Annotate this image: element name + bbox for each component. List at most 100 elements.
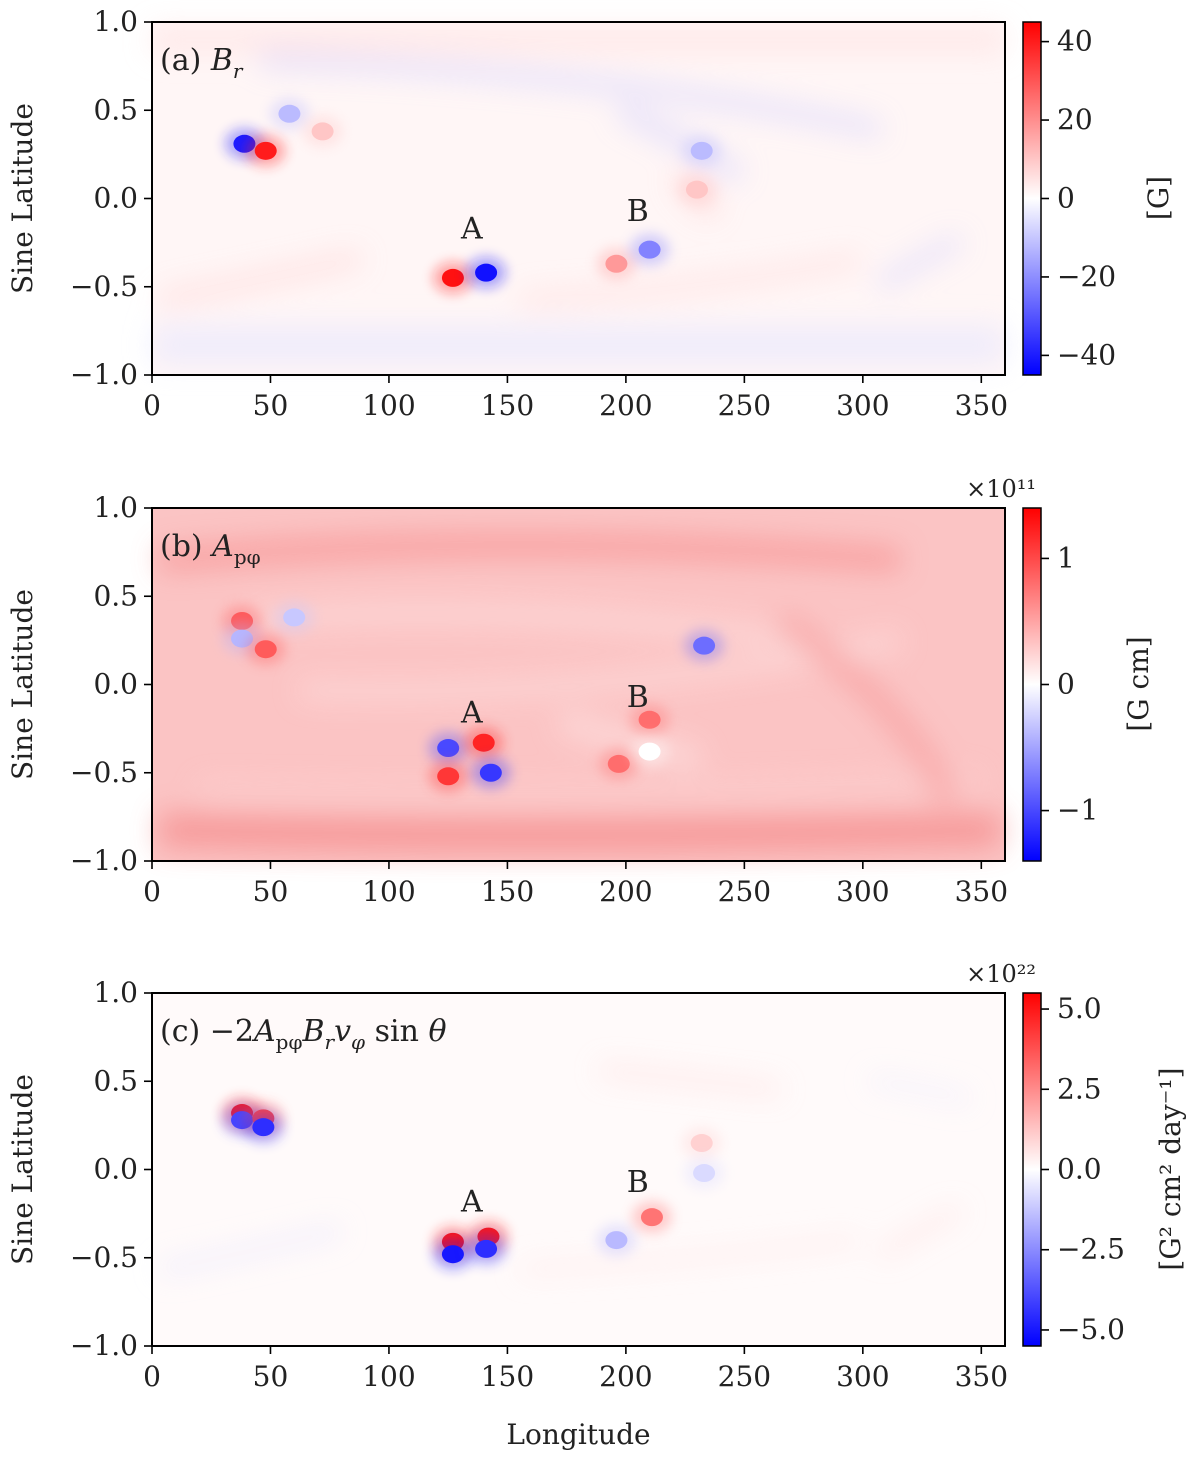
- panel-b-region-5: [472, 733, 495, 752]
- panel-b-region-4: [437, 739, 460, 758]
- panel-a-title: (a) Br: [160, 43, 244, 83]
- colorbar-c-label: [G² cm² day⁻¹]: [1154, 1067, 1187, 1270]
- colorbar-a-tick-label-1: 20: [1057, 103, 1093, 136]
- panel-b-xtick-label-2: 100: [362, 875, 415, 908]
- panel-c-annotation-A: A: [460, 1184, 483, 1219]
- panel-b-region-6: [437, 767, 460, 786]
- panel-b-xtick-label-5: 250: [718, 875, 771, 908]
- colorbar-c: [G² cm² day⁻¹]: [1022, 992, 1187, 1347]
- colorbar-c-tick-label-2: 0.0: [1057, 1153, 1102, 1186]
- panel-c-background: [152, 993, 1005, 1346]
- panel-b-field-texture: [158, 533, 1001, 852]
- panel-c-region-10: [690, 1134, 713, 1153]
- panel-c-region-11: [693, 1164, 716, 1183]
- panel-a-annotation-A: A: [460, 212, 483, 247]
- panel-c-regions: [222, 1097, 725, 1271]
- panel-a-region-1: [254, 141, 277, 160]
- colorbar-c-bar: [1022, 992, 1042, 1347]
- colorbar-c-tick-label-3: −2.5: [1057, 1233, 1125, 1266]
- panel-b-ylabel: Sine Latitude: [6, 589, 39, 780]
- panel-a-region-7: [638, 240, 661, 259]
- panel-c-xtick-label-7: 350: [955, 1360, 1008, 1393]
- panel-b-annotation-A: A: [460, 696, 483, 731]
- panel-b-exponent: ×10¹¹: [966, 475, 1036, 503]
- panel-c-region-8: [605, 1231, 628, 1250]
- panel-c-exponent: ×10²²: [966, 960, 1036, 988]
- colorbar-b: [G cm]: [1022, 507, 1155, 862]
- panel-b-region-2: [254, 640, 277, 659]
- panel-c-xtick-label-4: 200: [599, 1360, 652, 1393]
- panel-c-xtick-label-2: 100: [362, 1360, 415, 1393]
- panel-b-xtick-label-7: 350: [955, 875, 1008, 908]
- colorbar-a-tick-label-4: −40: [1057, 338, 1116, 371]
- colorbar-c-tick-label-4: −5.0: [1057, 1313, 1125, 1346]
- panel-b-ytick-label-4: −1.0: [70, 844, 138, 877]
- panel-a-region-2: [278, 104, 301, 123]
- panel-c-xtick-label-6: 300: [836, 1360, 889, 1393]
- colorbar-a-bar: [1022, 21, 1042, 376]
- colorbar-b-tick-label-0: 1: [1057, 541, 1075, 574]
- colorbar-b-tick-label-2: −1: [1057, 794, 1098, 827]
- panel-a-xtick-label-7: 350: [955, 389, 1008, 422]
- panel-b-title: (b) Apφ: [160, 529, 261, 569]
- colorbar-a-tick-label-2: 0: [1057, 182, 1075, 215]
- panel-a-xtick-label-1: 50: [253, 389, 289, 422]
- colorbar-a-tick-label-3: −20: [1057, 260, 1116, 293]
- panel-c-region-5: [441, 1245, 464, 1264]
- panel-a-annotation-B: B: [627, 194, 649, 229]
- panel-b-xtick-label-1: 50: [253, 875, 289, 908]
- panel-a-ytick-label-3: −0.5: [70, 270, 138, 303]
- panel-c-xtick-label-0: 0: [143, 1360, 161, 1393]
- panel-c-ytick-label-3: −0.5: [70, 1241, 138, 1274]
- panel-a-ylabel: Sine Latitude: [6, 103, 39, 294]
- panel-b-xtick-label-6: 300: [836, 875, 889, 908]
- panel-b-region-11: [638, 742, 661, 761]
- panel-a-ytick-label-2: 0.0: [93, 182, 138, 215]
- panel-b-ytick-label-3: −0.5: [70, 756, 138, 789]
- panel-c-ytick-label-2: 0.0: [93, 1153, 138, 1186]
- panel-a-region-9: [685, 180, 708, 199]
- panel-c-region-3: [252, 1118, 275, 1137]
- panel-b-xtick-label-3: 150: [481, 875, 534, 908]
- panel-c-xtick-label-5: 250: [718, 1360, 771, 1393]
- panel-c-ytick-label-0: 1.0: [93, 976, 138, 1009]
- panel-a-xtick-label-2: 100: [362, 389, 415, 422]
- axes-layer: AB0 50 100 150 200 250 300 3501.00.50.0−0.5−1.0…: [6, 5, 1125, 1451]
- panel-b-ytick-label-1: 0.5: [93, 579, 138, 612]
- panel-c-xlabel: Longitude: [506, 1418, 650, 1451]
- colorbar-a-label: [G]: [1142, 176, 1175, 220]
- panel-c-region-7: [475, 1239, 498, 1258]
- panel-a-region-5: [475, 263, 498, 282]
- colorbar-a-tick-label-0: 40: [1057, 25, 1093, 58]
- panel-a-xtick-label-5: 250: [718, 389, 771, 422]
- panel-a-ytick-label-4: −1.0: [70, 358, 138, 391]
- panel-c-ytick-label-4: −1.0: [70, 1329, 138, 1362]
- panel-b-region-7: [479, 763, 502, 782]
- panel-a-xtick-label-6: 300: [836, 389, 889, 422]
- panel-a-xtick-label-0: 0: [143, 389, 161, 422]
- colorbar-c-tick-label-0: 5.0: [1057, 992, 1102, 1025]
- panel-b: (b) Apφ ×10¹¹: [151, 475, 1036, 862]
- panel-b-regions: [222, 601, 725, 793]
- panel-a-xtick-label-4: 200: [599, 389, 652, 422]
- panel-c-ytick-label-1: 0.5: [93, 1064, 138, 1097]
- panel-c-xtick-label-3: 150: [481, 1360, 534, 1393]
- panel-b-region-8: [693, 636, 716, 655]
- panel-c-region-9: [640, 1208, 663, 1227]
- panel-a-region-4: [441, 268, 464, 287]
- panel-a-region-6: [605, 254, 628, 273]
- panel-c-field-texture: [158, 1065, 972, 1276]
- panel-b-xtick-label-0: 0: [143, 875, 161, 908]
- panel-a-region-3: [311, 122, 334, 141]
- panel-a: (a) Br: [151, 21, 1006, 376]
- panel-b-annotation-B: B: [627, 680, 649, 715]
- panel-b-xtick-label-4: 200: [599, 875, 652, 908]
- panel-a-region-8: [690, 141, 713, 160]
- panel-c-annotation-B: B: [627, 1165, 649, 1200]
- colorbar-b-tick-label-1: 0: [1057, 668, 1075, 701]
- panel-b-region-3: [283, 608, 306, 627]
- colorbar-a: [G]: [1022, 21, 1175, 376]
- panel-c-title: (c) −2ApφBrvφ sin θ: [160, 1014, 447, 1054]
- panel-c-ylabel: Sine Latitude: [6, 1074, 39, 1265]
